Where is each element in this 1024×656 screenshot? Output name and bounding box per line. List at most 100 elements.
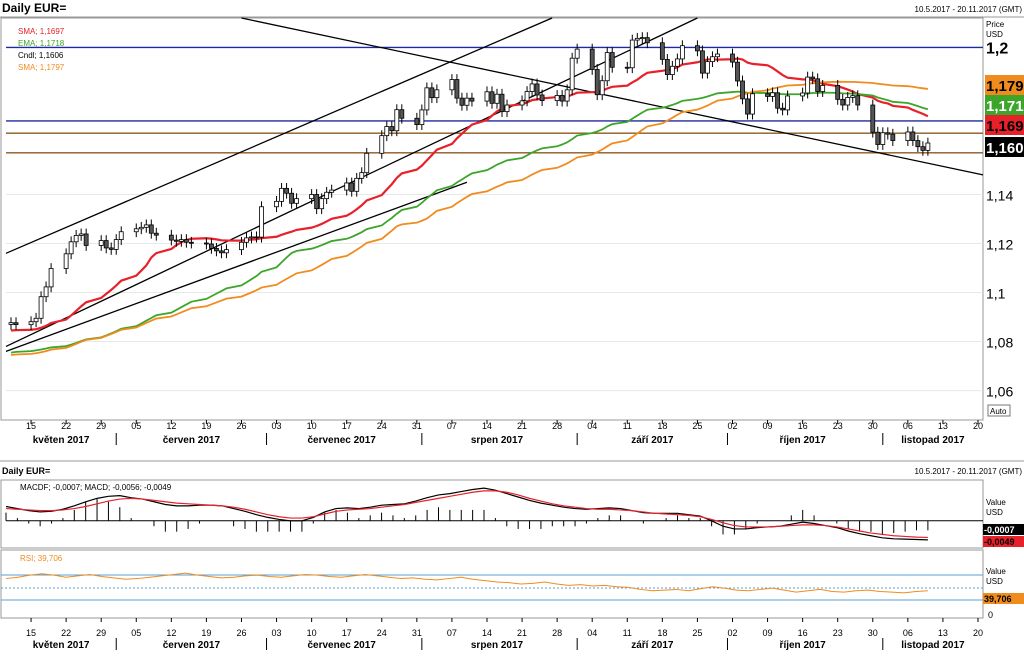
- price-tag-candle: 1,160: [986, 140, 1024, 157]
- lower-day-label: 18: [657, 628, 667, 638]
- candle-body: [284, 187, 289, 194]
- lower-day-label: 05: [131, 628, 141, 638]
- price-tag-ema-bg: [985, 95, 1024, 115]
- candle-body: [840, 98, 846, 106]
- candle-body: [504, 104, 510, 113]
- candle-body: [845, 97, 851, 106]
- candle-body: [705, 61, 710, 74]
- trend-line-3: [241, 17, 984, 176]
- lower-day-label: 06: [903, 628, 913, 638]
- candle-body: [314, 194, 320, 210]
- main-month-label: listopad 2017: [901, 435, 965, 446]
- candle-body: [674, 58, 680, 67]
- candle-body: [188, 241, 194, 244]
- candle-body: [700, 50, 705, 74]
- main-day-label: 29: [96, 421, 106, 431]
- candle-body: [63, 253, 69, 269]
- candle-body: [745, 98, 750, 115]
- main-y-tick-2: 1,12: [986, 237, 1013, 253]
- candle-body: [910, 131, 916, 141]
- macd-unit-line-2: USD: [986, 508, 1003, 517]
- main-month-label: říjen 2017: [780, 435, 827, 446]
- candle-body: [569, 57, 575, 91]
- candle-body: [885, 132, 891, 135]
- candle-body: [805, 76, 811, 94]
- candle-body: [399, 109, 405, 119]
- candle-body: [875, 131, 881, 145]
- price-tag-sma-slow: 1,179: [986, 78, 1024, 95]
- candle-body: [494, 93, 500, 104]
- lower-day-label: 29: [96, 628, 106, 638]
- candle-body: [574, 48, 580, 59]
- candle-body: [489, 91, 495, 104]
- candle-body: [68, 241, 74, 255]
- price-tag-sma-slow-bg: [985, 75, 1024, 95]
- lower-day-label: 22: [61, 628, 71, 638]
- main-day-label: 15: [26, 421, 36, 431]
- lower-month-label: květen 2017: [33, 640, 90, 651]
- lower-day-label: 19: [201, 628, 211, 638]
- lower-day-label: 17: [342, 628, 352, 638]
- candle-body: [108, 247, 114, 250]
- candle-body: [259, 206, 264, 238]
- candle-body: [539, 94, 545, 102]
- candle-body: [13, 322, 19, 326]
- lower-day-label: 11: [623, 628, 632, 638]
- main-title: Daily EUR=: [2, 1, 66, 15]
- main-y-tick-4: 1,08: [986, 335, 1013, 351]
- lower-day-label: 02: [727, 628, 737, 638]
- main-day-label: 10: [307, 421, 317, 431]
- candle-body: [609, 52, 615, 68]
- rsi-tag-bg: [983, 593, 1024, 604]
- candle-body: [289, 192, 294, 204]
- candle-body: [73, 235, 79, 243]
- macd-unit-line-1: Value: [986, 498, 1006, 507]
- main-day-label: 03: [272, 421, 282, 431]
- lower-month-label: červenec 2017: [307, 640, 376, 651]
- candle-body: [710, 56, 715, 63]
- candle-body: [484, 91, 490, 102]
- candle-body: [294, 198, 299, 204]
- candle-body: [279, 187, 284, 202]
- rsi-unit-line-1: Value: [986, 567, 1006, 576]
- lower-month-label: srpen 2017: [471, 640, 524, 651]
- candle-body: [659, 42, 665, 60]
- candle-body: [28, 321, 34, 326]
- main-y-tick-0: 1,2: [986, 40, 1008, 57]
- main-day-label: 31: [412, 421, 422, 431]
- candle-body: [178, 239, 184, 242]
- macd-tag-signal-bg: [983, 536, 1024, 547]
- candle-body: [524, 91, 530, 102]
- candle-body: [153, 232, 159, 236]
- legend-candle: Cndl; 1,1606: [18, 51, 64, 60]
- lower-day-label: 15: [26, 628, 36, 638]
- candle-body: [815, 78, 821, 92]
- candle-body: [715, 53, 720, 58]
- lower-day-label: 13: [938, 628, 948, 638]
- main-day-label: 21: [517, 421, 527, 431]
- lower-title: Daily EUR=: [2, 466, 50, 476]
- lower-day-label: 09: [763, 628, 773, 638]
- main-axis-unit-line-2: USD: [986, 30, 1003, 39]
- candle-body: [604, 52, 610, 82]
- main-day-label: 26: [236, 421, 246, 431]
- candle-body: [204, 242, 209, 245]
- candle-body: [775, 92, 780, 109]
- macd-series-macd: [5, 490, 928, 539]
- candle-body: [870, 104, 876, 133]
- candle-body: [424, 87, 430, 111]
- main-candles: [8, 32, 931, 331]
- candle-body: [810, 76, 816, 80]
- lower-month-label: září 2017: [631, 640, 674, 651]
- main-day-label: 20: [973, 421, 983, 431]
- candle-body: [219, 250, 224, 254]
- price-tag-ema: 1,171: [986, 98, 1024, 115]
- candle-body: [780, 107, 785, 111]
- lower-date-range: 10.5.2017 - 20.11.2017 (GMT): [915, 467, 1023, 476]
- candle-body: [138, 226, 144, 230]
- candle-body: [168, 234, 174, 241]
- price-tag-sma-fast: 1,169: [986, 118, 1024, 135]
- auto-button[interactable]: [987, 404, 1011, 417]
- candle-body: [695, 45, 700, 52]
- lower-day-label: 25: [692, 628, 702, 638]
